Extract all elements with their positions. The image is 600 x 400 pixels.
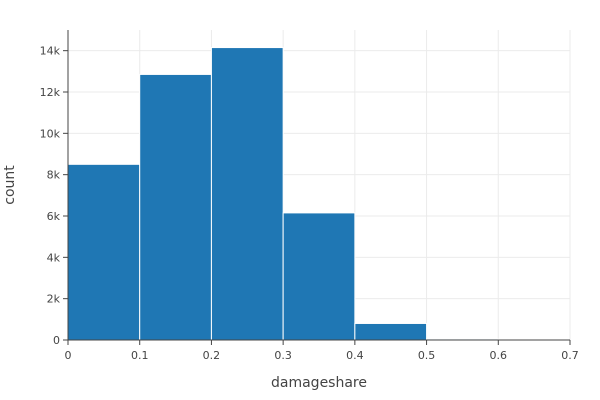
x-tick-label-4: 0.4 [346, 349, 364, 362]
histogram-bar-3 [282, 212, 356, 341]
x-tick-label-0: 0 [65, 349, 72, 362]
x-tick-label-3: 0.3 [274, 349, 292, 362]
x-tick-label-1: 0.1 [131, 349, 149, 362]
x-axis-title: damageshare [271, 375, 367, 391]
y-tick-label-1: 2k [47, 293, 61, 306]
y-tick-label-4: 8k [47, 169, 61, 182]
histogram-bar-2 [210, 47, 284, 341]
histogram-bar-4 [354, 322, 428, 341]
axes-layer: 0 2k 4k 6k 8k 10k 12k 14k 0 0.1 0.2 0.3 0.4 0.5 0.6 0.7 [40, 30, 579, 362]
histogram-bar-0 [67, 163, 141, 341]
y-axis-title: count [2, 165, 18, 205]
y-tick-label-3: 6k [47, 210, 61, 223]
x-tick-label-5: 0.5 [418, 349, 436, 362]
x-tick-label-6: 0.6 [490, 349, 508, 362]
y-tick-label-6: 12k [40, 86, 61, 99]
bars-layer [67, 47, 499, 341]
y-tick-label-5: 10k [40, 127, 61, 140]
y-tick-label-2: 4k [47, 251, 61, 264]
histogram-bar-1 [139, 73, 212, 341]
x-tick-label-7: 0.7 [561, 349, 579, 362]
y-tick-label-7: 14k [40, 45, 61, 58]
y-tick-label-0: 0 [53, 334, 60, 347]
x-tick-label-2: 0.2 [203, 349, 221, 362]
